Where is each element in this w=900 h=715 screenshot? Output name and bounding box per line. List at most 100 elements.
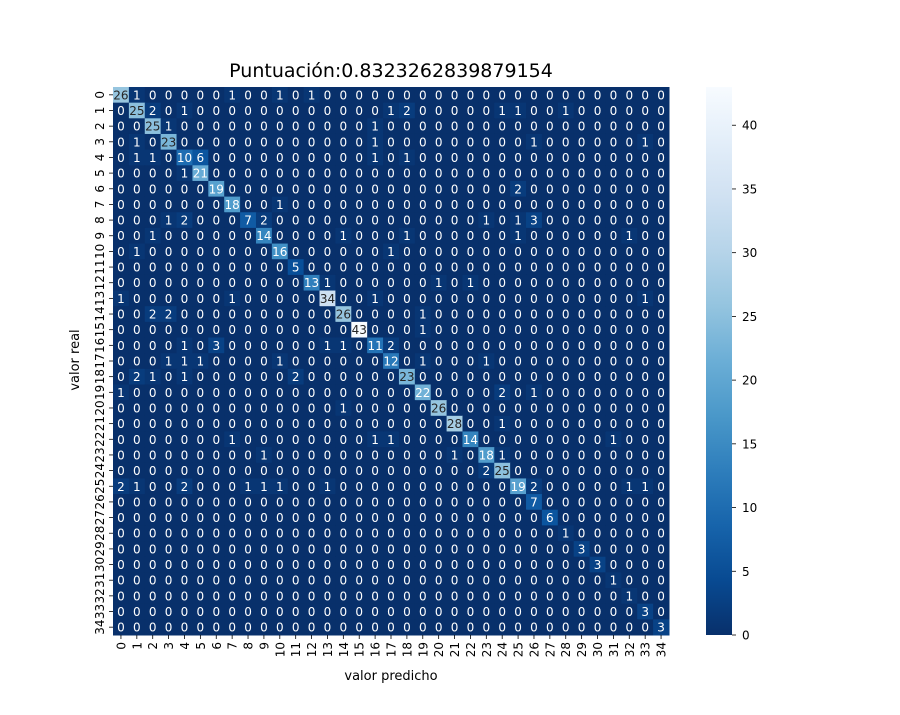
heatmap-cell-14-21 [446,306,463,323]
cell-value-31-34: 0 [657,574,665,588]
cell-value-29-2: 0 [149,542,157,556]
heatmap-cell-3-24 [494,133,511,151]
heatmap-cell-21-31 [605,415,622,432]
heatmap-cell-20-27 [541,400,559,417]
cell-value-7-16: 0 [371,198,379,212]
cell-value-19-26: 1 [530,386,538,400]
heatmap-cell-12-31 [605,274,622,292]
cell-value-5-25: 0 [514,167,522,181]
heatmap-cell-12-22 [462,274,479,292]
cell-value-26-1: 0 [133,495,141,509]
cell-value-17-16: 0 [371,355,379,369]
heatmap-cell-19-1 [128,384,146,401]
heatmap-cell-10-34 [653,243,670,260]
cell-value-32-2: 0 [149,589,157,603]
cell-value-4-21: 0 [451,151,459,165]
heatmap-cell-17-12 [303,353,321,370]
cell-value-14-1: 0 [133,308,141,322]
heatmap-cell-2-16 [367,118,384,135]
heatmap-cell-18-2 [144,368,162,385]
cell-value-7-21: 0 [451,198,459,212]
cell-value-15-18: 0 [403,323,411,337]
cell-value-31-2: 0 [149,574,157,588]
heatmap-cell-24-23 [478,462,495,479]
cell-value-13-17: 0 [387,292,395,306]
heatmap-cell-4-4 [176,149,193,166]
cell-value-22-20: 0 [435,433,443,447]
heatmap-cell-4-13 [319,149,336,166]
heatmap-cell-16-4 [176,337,193,354]
cell-value-24-2: 0 [149,464,157,478]
heatmap-cell-23-32 [621,447,638,464]
cell-value-15-34: 0 [657,323,665,337]
cell-value-23-10: 0 [276,448,284,462]
cell-value-17-1: 0 [133,355,141,369]
cell-value-21-23: 0 [482,417,490,431]
cell-value-12-1: 0 [133,276,141,290]
y-tick-label-13: 13 [93,291,107,306]
heatmap-cell-7-9 [255,196,273,213]
heatmap-cell-7-17 [383,196,400,213]
cell-value-2-10: 0 [276,120,284,134]
cell-value-4-26: 0 [530,151,538,165]
heatmap-cell-17-33 [637,353,654,370]
heatmap-cell-24-0 [113,462,130,479]
heatmap-cell-16-13 [319,337,336,354]
heatmap-cell-1-29 [573,102,591,119]
heatmap-cell-17-34 [653,353,670,370]
cell-value-31-15: 0 [355,574,363,588]
cell-value-1-5: 0 [197,104,205,118]
heatmap-cell-0-14 [335,87,352,104]
cell-value-13-27: 0 [546,292,554,306]
heatmap-cell-2-15 [351,118,368,135]
cell-value-17-2: 0 [149,355,157,369]
cell-value-28-10: 0 [276,527,284,541]
heatmap-cell-9-1 [128,227,146,245]
cell-value-23-25: 0 [514,448,522,462]
cell-value-34-16: 0 [371,621,379,635]
heatmap-cell-17-14 [335,353,352,370]
cell-value-32-20: 0 [435,589,443,603]
heatmap-cell-22-16 [367,431,384,448]
y-tick-label-14: 14 [93,306,107,321]
cell-value-5-12: 0 [308,167,316,181]
heatmap-cell-24-18 [398,462,416,479]
heatmap-cell-22-22 [462,431,479,448]
cell-value-19-29: 0 [578,386,586,400]
cell-value-25-23: 0 [482,480,490,494]
cell-value-18-25: 0 [514,370,522,384]
y-tick-label-1: 1 [93,107,107,115]
cell-value-25-16: 0 [371,480,379,494]
heatmap-cell-2-34 [653,118,670,135]
cell-value-26-4: 0 [181,495,189,509]
heatmap-cell-5-7 [224,165,241,182]
cell-value-20-3: 0 [165,401,173,415]
heatmap-cell-10-1 [128,243,146,260]
x-tick-label-32: 32 [623,642,637,657]
heatmap-cell-15-3 [160,321,178,339]
cell-value-14-3: 2 [165,308,173,322]
heatmap-cell-12-32 [621,274,638,292]
cell-value-20-10: 0 [276,401,284,415]
heatmap-cell-6-21 [446,180,463,198]
y-tick-label-0: 0 [93,91,107,99]
heatmap-cell-12-24 [494,274,511,292]
cell-value-11-27: 0 [546,261,554,275]
heatmap-cell-25-4 [176,478,193,495]
cell-value-14-24: 0 [498,308,506,322]
cell-value-15-20: 0 [435,323,443,337]
heatmap-cell-23-11 [287,447,305,464]
cell-value-28-5: 0 [197,527,205,541]
heatmap-cell-19-34 [653,384,670,401]
cell-value-12-22: 1 [467,276,475,290]
heatmap-cell-15-23 [478,321,495,339]
cell-value-11-9: 0 [260,261,268,275]
cell-value-19-20: 0 [435,386,443,400]
cell-value-1-21: 0 [451,104,459,118]
cell-value-3-34: 0 [657,135,665,149]
heatmap-cell-13-11 [287,290,305,307]
heatmap-cell-21-15 [351,415,368,432]
cell-value-33-18: 0 [403,605,411,619]
cell-value-15-6: 0 [212,323,220,337]
heatmap-cell-4-11 [287,149,305,166]
